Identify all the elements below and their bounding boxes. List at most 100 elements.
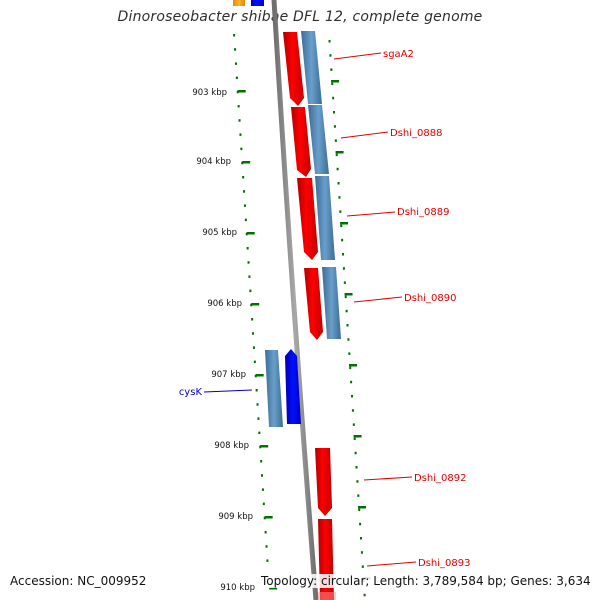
tick-dot <box>349 366 352 370</box>
gene-label: sgaA2 <box>383 49 414 60</box>
cds-arrow-Dshi-0889 <box>297 178 318 260</box>
tick-dot <box>351 395 354 398</box>
tick-dot <box>336 167 339 171</box>
tick-dot <box>346 324 349 327</box>
top-orange-feature <box>233 0 245 6</box>
tick-dot <box>248 275 251 278</box>
tick-dot <box>246 247 249 250</box>
tick-dot <box>242 176 245 179</box>
tick-dot <box>265 545 268 548</box>
major-tick <box>331 80 340 83</box>
tick-dot <box>257 417 260 420</box>
tick-dot <box>260 460 263 463</box>
map-title: Dinoroseobacter shibae DFL 12, complete … <box>117 9 483 25</box>
tick-dot <box>342 253 345 256</box>
cds-arrow-sgaA2 <box>283 32 304 106</box>
tick-dot <box>239 133 242 136</box>
cds-arrow-Dshi-0888 <box>291 107 311 177</box>
tick-dot <box>237 105 240 108</box>
connector-line <box>353 296 403 303</box>
tick-dot <box>357 494 360 497</box>
major-tick <box>344 293 353 296</box>
major-tick <box>242 161 251 164</box>
tick-dot <box>351 409 354 412</box>
kbp-label: 907 kbp <box>211 370 246 380</box>
tick-dot <box>331 82 334 86</box>
ruler-labels: 903 kbp 904 kbp 905 kbp 906 kbp 907 kbp … <box>192 88 255 593</box>
tick-dot <box>350 380 353 384</box>
tick-dot <box>243 190 246 193</box>
tick-dot <box>247 261 250 264</box>
major-tick <box>340 222 349 225</box>
connector-line <box>366 561 417 567</box>
tick-dot <box>329 54 332 57</box>
tick-dot <box>343 281 346 284</box>
tick-dot <box>337 182 340 185</box>
kbp-label: 908 kbp <box>214 441 249 451</box>
tick-dot <box>264 531 267 534</box>
major-tick <box>246 232 255 235</box>
gene-feature <box>315 176 335 260</box>
gene-feature <box>308 105 329 174</box>
accession-label: Accession: NC_009952 <box>9 574 148 588</box>
cds-arrow-cysK <box>285 349 301 424</box>
tick-dot <box>354 451 357 455</box>
tick-dot <box>240 147 243 151</box>
tick-dot <box>235 76 238 80</box>
kbp-label: 904 kbp <box>196 157 231 167</box>
tick-dot <box>333 111 336 114</box>
tick-dot <box>256 403 259 406</box>
tick-dot <box>358 508 361 512</box>
tick-dot <box>345 309 348 313</box>
tick-dot <box>340 224 343 228</box>
tick-dot <box>255 389 258 392</box>
tick-dot <box>328 40 331 43</box>
tick-dot <box>238 119 241 122</box>
kbp-label: 909 kbp <box>218 512 253 522</box>
tick-dot <box>262 502 265 506</box>
tick-dot <box>333 125 336 128</box>
tick-dot <box>251 318 254 321</box>
major-tick <box>358 506 367 509</box>
connector-line <box>340 131 389 139</box>
tick-dot <box>258 431 261 435</box>
tick-dot <box>338 196 341 199</box>
major-tick <box>353 435 362 438</box>
tick-dot <box>233 34 236 37</box>
tick-dot <box>341 238 344 242</box>
major-tick <box>237 90 246 93</box>
kbp-label: 906 kbp <box>207 299 242 309</box>
major-tick <box>260 445 269 448</box>
tick-dot <box>243 204 246 207</box>
tick-dot <box>261 488 264 491</box>
kbp-label: 910 kbp <box>220 583 255 593</box>
major-tick <box>251 303 260 306</box>
tick-dot <box>332 96 335 100</box>
gene-feature <box>265 350 283 427</box>
gene-label: Dshi_0893 <box>418 558 470 569</box>
tick-dot <box>253 360 256 364</box>
tick-dot <box>252 346 255 349</box>
tick-dot <box>342 267 345 270</box>
tick-dot <box>261 474 264 477</box>
major-tick <box>264 516 273 519</box>
gene-feature <box>322 267 341 339</box>
tick-dot <box>334 139 337 142</box>
kbp-label: 903 kbp <box>192 88 227 98</box>
tick-dot <box>359 522 362 526</box>
backbone-curve <box>271 0 319 600</box>
connector-line <box>363 476 413 481</box>
tick-dot <box>249 289 252 293</box>
major-tick <box>349 364 358 367</box>
kbp-label: 905 kbp <box>202 228 237 238</box>
tick-dot <box>348 352 351 355</box>
tick-dot <box>339 210 342 213</box>
tick-dot <box>252 332 255 335</box>
tick-dot <box>360 537 363 540</box>
connector-line <box>203 389 253 393</box>
gene-label: cysK <box>179 387 203 398</box>
connector-line <box>346 211 396 217</box>
tick-dot <box>347 338 350 341</box>
tick-dot <box>244 218 247 222</box>
